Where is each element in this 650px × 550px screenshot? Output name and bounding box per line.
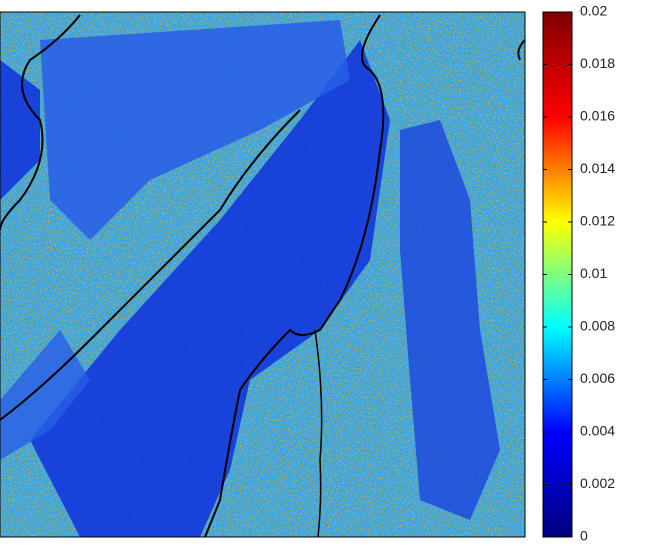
boundary-line [517,39,525,61]
colorbar-tick-label: 0.008 [580,318,615,334]
colorbar-tick-label: 0.016 [580,108,615,124]
colorbar-tick-label: 0.01 [580,265,607,281]
image-noise [0,12,525,537]
colorbar-tick-label: 0.012 [580,213,615,229]
colorbar-tick-label: 0.014 [580,160,615,176]
boundary-line [314,329,323,537]
colorbar-tick-label: 0.002 [580,475,615,491]
colorbar-tick-label: 0.006 [580,370,615,386]
colorbar [542,11,573,538]
colorbar-tick-label: 0 [580,528,588,544]
heatmap-image [0,12,525,537]
boundary-line [0,14,81,231]
colorbar-tick-label: 0.02 [580,3,607,19]
image-frame [0,11,526,538]
boundary-line [204,14,385,537]
boundary-line [0,109,301,421]
colorbar-tick-label: 0.018 [580,55,615,71]
colorbar-tick-label: 0.004 [580,423,615,439]
